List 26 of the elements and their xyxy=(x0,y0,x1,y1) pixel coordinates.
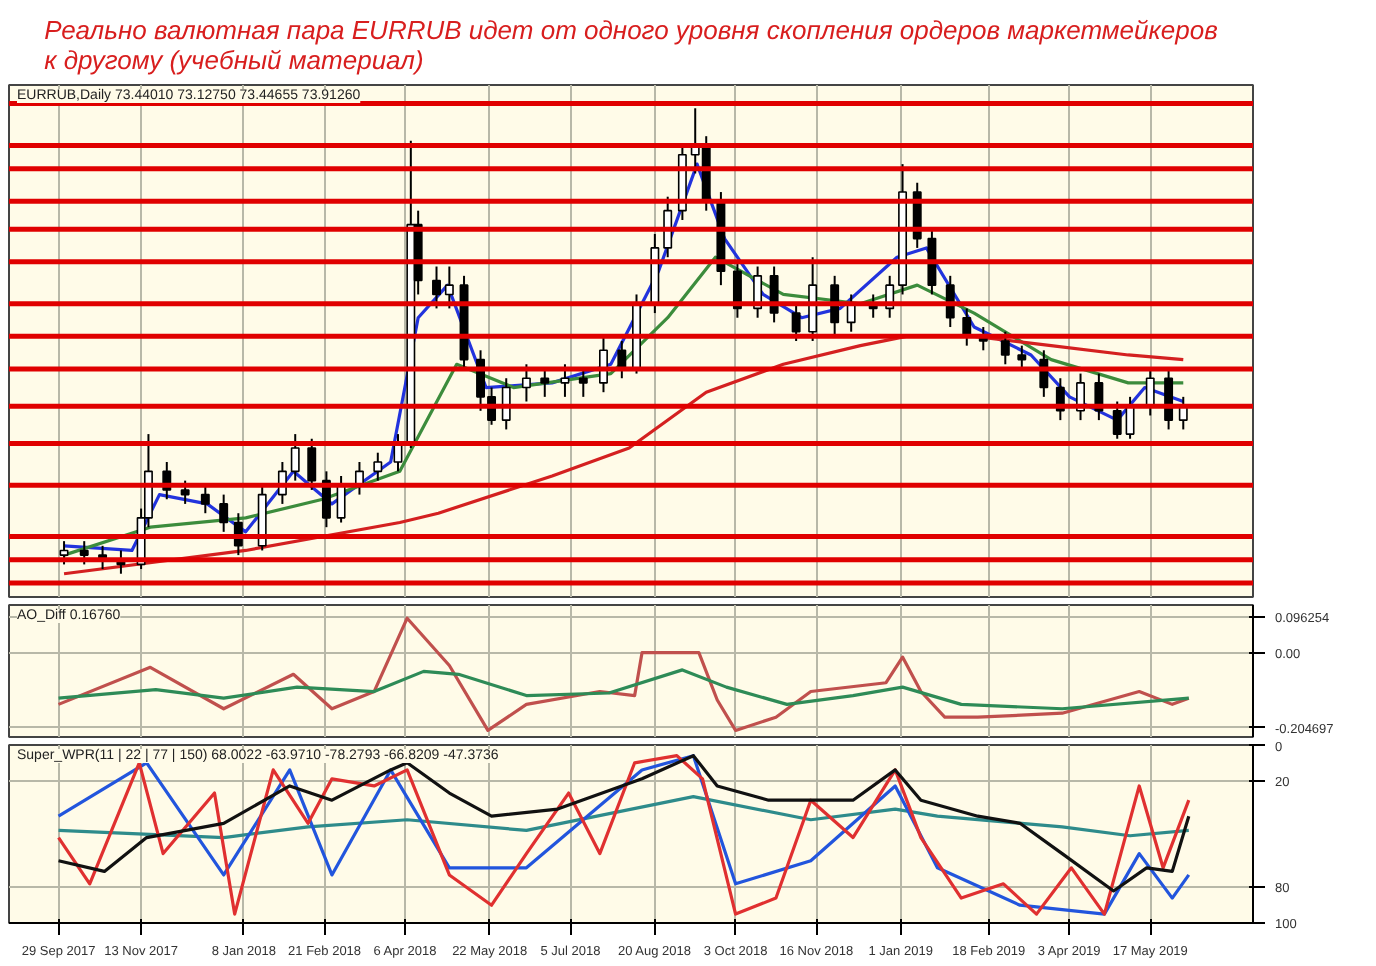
candlestick xyxy=(432,265,441,310)
candlestick xyxy=(540,367,550,398)
candlestick xyxy=(336,474,346,524)
line-series xyxy=(56,795,1191,840)
candlestick xyxy=(791,302,801,342)
candlestick xyxy=(560,363,570,398)
candlestick xyxy=(290,433,300,482)
candlestick xyxy=(1017,344,1027,370)
candlestick xyxy=(219,493,229,533)
candlestick xyxy=(79,540,89,566)
candlestick xyxy=(444,265,454,310)
candlestick xyxy=(373,451,383,482)
chart-title: Реально валютная пара EURRUB идет от одного уровня скопления ордеров маркетмейкеров к другому (учебный материал) xyxy=(44,15,1219,75)
candlestick xyxy=(1000,330,1010,366)
candlestick xyxy=(1164,367,1174,431)
candlestick xyxy=(1112,400,1122,440)
candlestick xyxy=(1145,367,1155,417)
candlestick xyxy=(59,540,69,566)
candlestick xyxy=(578,367,588,398)
candlestick xyxy=(180,479,190,505)
candlestick xyxy=(521,363,531,403)
candlestick xyxy=(927,228,937,296)
candlestick xyxy=(200,484,210,515)
candlestick xyxy=(808,256,818,342)
candlestick xyxy=(307,437,317,491)
line-series xyxy=(56,668,1191,711)
